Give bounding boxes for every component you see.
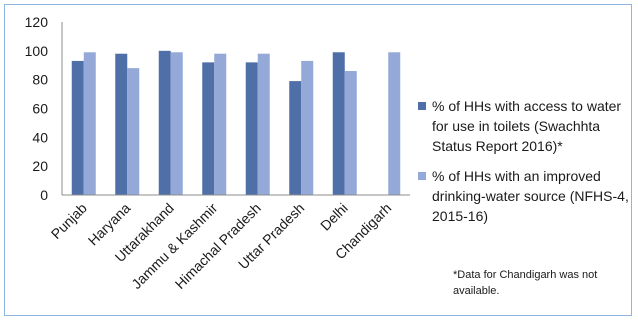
chart-frame (4, 4, 632, 316)
legend: % of HHs with access to water for use in… (418, 96, 633, 236)
legend-swatch-drinking-water (418, 172, 426, 180)
y-tick-label: 60 (32, 101, 48, 117)
y-tick-label: 80 (32, 72, 48, 88)
bars (71, 50, 401, 196)
bar-drinking-water (170, 52, 183, 196)
y-tick-label: 40 (32, 129, 48, 145)
y-tick-label: 0 (40, 187, 48, 203)
bar-drinking-water (83, 52, 96, 196)
legend-label-drinking-water: % of HHs with an improved drinking-water… (432, 168, 629, 224)
bar-toilet-water (71, 60, 84, 195)
y-axis-ticks: 0 20 40 60 80 100 120 (25, 14, 49, 203)
y-tick-label: 120 (25, 14, 49, 30)
legend-item-toilet-water: % of HHs with access to water for use in… (418, 96, 633, 156)
bar-toilet-water (245, 62, 258, 195)
x-tick-label: Delhi (317, 200, 351, 234)
bar-toilet-water (332, 52, 345, 196)
bar-toilet-water (289, 81, 302, 195)
bar-toilet-water (158, 50, 171, 196)
bar-drinking-water (344, 71, 357, 195)
x-tick-label: Punjab (48, 200, 90, 242)
y-tick-label: 20 (32, 158, 48, 174)
bar-drinking-water (388, 52, 401, 196)
bar-drinking-water (127, 68, 140, 195)
legend-swatch-toilet-water (418, 102, 426, 110)
bar-toilet-water (202, 62, 215, 195)
footnote: *Data for Chandigarh was not available. (453, 269, 598, 297)
bar-drinking-water (257, 53, 270, 195)
bar-toilet-water (115, 53, 128, 195)
y-tick-label: 100 (25, 43, 49, 59)
bar-drinking-water (214, 53, 227, 195)
bar-drinking-water (301, 60, 314, 195)
legend-item-drinking-water: % of HHs with an improved drinking-water… (418, 166, 633, 226)
legend-label-toilet-water: % of HHs with access to water for use in… (432, 98, 622, 154)
